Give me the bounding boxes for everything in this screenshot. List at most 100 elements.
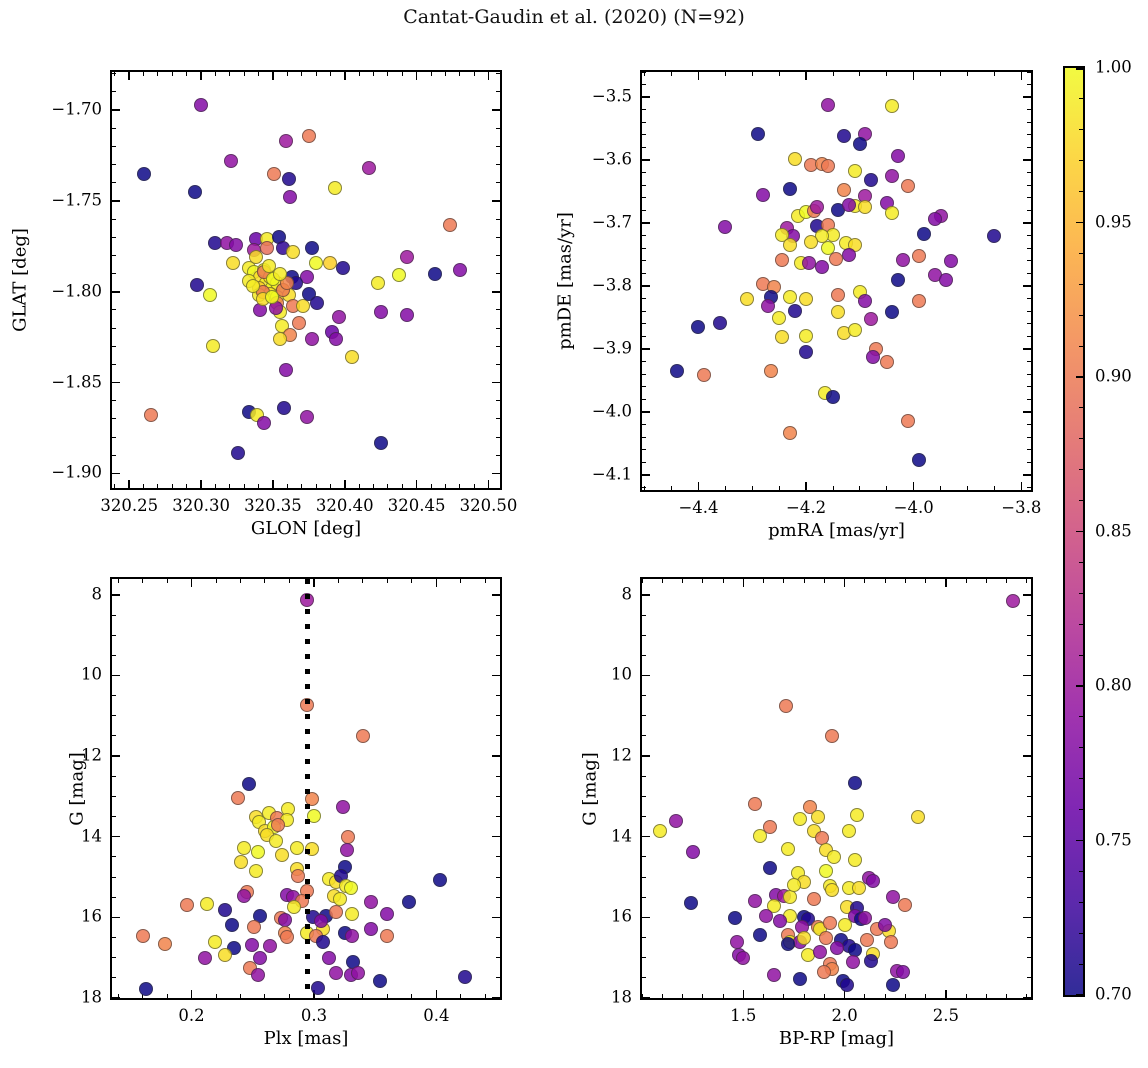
axis-tick (1023, 96, 1031, 98)
data-point (863, 311, 878, 326)
axis-tick (1076, 685, 1083, 687)
axis-tick (697, 72, 700, 80)
y-tick-label: 10 (81, 665, 102, 685)
axis-tick (496, 795, 500, 797)
data-point (139, 982, 154, 997)
axis-tick (642, 997, 650, 999)
axis-tick (697, 482, 700, 490)
axis-tick (215, 579, 217, 583)
data-point (683, 895, 698, 910)
panel-bprp-g (640, 577, 1033, 1000)
data-point (858, 293, 873, 308)
axis-tick (1079, 469, 1083, 471)
axis-tick (1076, 530, 1083, 533)
axis-tick (496, 695, 500, 697)
axis-tick (641, 579, 643, 583)
axis-tick (112, 200, 120, 202)
data-point (327, 181, 342, 196)
axis-tick (112, 164, 116, 166)
data-point (250, 968, 265, 983)
axis-tick (1079, 160, 1083, 162)
axis-tick (214, 72, 216, 76)
data-point (912, 452, 927, 467)
data-point (774, 330, 789, 345)
data-point (750, 126, 765, 141)
axis-tick (112, 957, 116, 959)
y-tick-label: −1.85 (51, 372, 102, 392)
axis-tick (751, 72, 753, 76)
data-point (143, 408, 158, 423)
data-point (304, 241, 319, 256)
axis-tick (1027, 436, 1031, 438)
axis-tick (171, 484, 173, 488)
data-point (839, 977, 854, 992)
axis-tick (112, 735, 116, 737)
axis-tick (430, 484, 432, 488)
axis-tick (682, 994, 684, 998)
data-point (286, 244, 301, 259)
data-point (797, 930, 812, 945)
axis-tick (215, 994, 217, 998)
data-point (863, 953, 878, 968)
axis-tick (264, 994, 266, 998)
colorbar-tick-label: 0.80 (1095, 675, 1132, 695)
axis-tick (1023, 474, 1031, 476)
axis-tick (186, 72, 188, 76)
data-point (280, 929, 295, 944)
data-point (845, 954, 860, 969)
axis-tick (258, 72, 260, 76)
data-point (764, 364, 779, 379)
axis-tick (112, 418, 116, 420)
axis-tick (112, 381, 120, 384)
data-point (842, 197, 857, 212)
data-point (328, 966, 343, 981)
data-point (304, 332, 319, 347)
axis-tick (1027, 486, 1031, 488)
data-point (772, 914, 787, 929)
axis-tick (492, 755, 500, 757)
panel-plx-g (110, 577, 502, 1000)
axis-tick (1023, 755, 1031, 757)
data-point (336, 799, 351, 814)
axis-tick (642, 474, 650, 476)
axis-tick (492, 291, 500, 293)
data-point (301, 128, 316, 143)
axis-tick (832, 486, 834, 490)
axis-tick (642, 235, 646, 237)
axis-tick (1079, 345, 1083, 347)
axis-tick (642, 654, 646, 656)
data-point (799, 345, 814, 360)
y-tick-label: 8 (621, 584, 633, 604)
data-point (428, 266, 443, 281)
axis-tick (644, 486, 646, 490)
axis-tick (642, 159, 650, 161)
axis-tick (642, 96, 650, 98)
axis-tick (496, 957, 500, 959)
axis-tick (112, 454, 116, 456)
axis-tick (642, 335, 646, 337)
axis-tick (1079, 500, 1083, 502)
data-point (202, 288, 217, 303)
data-point (912, 249, 927, 264)
axis-tick (337, 994, 339, 998)
data-point (224, 154, 239, 168)
axis-tick (1023, 348, 1031, 350)
axis-tick (967, 486, 968, 490)
data-point (858, 199, 873, 214)
axis-tick (1023, 674, 1031, 677)
data-point (343, 880, 358, 895)
colorbar-tick-label: 0.75 (1095, 830, 1132, 850)
axis-tick (496, 715, 500, 717)
data-point (823, 915, 838, 930)
data-point (748, 796, 763, 811)
data-point (748, 893, 763, 908)
y-tick-label: 18 (81, 987, 102, 1007)
axis-tick (1079, 901, 1083, 903)
axis-tick (435, 990, 438, 998)
axis-tick (112, 856, 116, 858)
axis-tick (243, 72, 245, 76)
axis-tick (1027, 310, 1031, 312)
data-point (815, 259, 830, 274)
data-point (362, 161, 377, 176)
data-point (819, 930, 834, 945)
